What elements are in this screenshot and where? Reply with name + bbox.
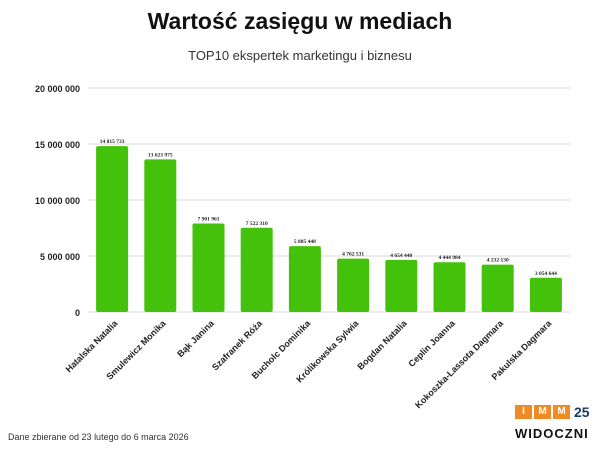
logo-brand: WIDOCZNI [515,426,589,441]
y-tick-label: 5 000 000 [40,252,80,262]
bar [96,146,129,312]
x-tick-label: Bogdan Natalia [355,318,409,372]
footer-note: Dane zbierane od 23 lutego do 6 marca 20… [8,432,189,442]
data-label: 4 762 531 [342,252,364,258]
data-label: 13 623 975 [148,152,173,158]
bar [337,258,370,312]
bar [433,262,466,312]
data-label: 4 232 130 [487,258,509,264]
x-tick-label: Kokoszka-Lassota Dagmara [413,318,506,411]
x-tick-label: Bąk Janina [175,318,216,359]
data-label: 14 815 733 [100,139,125,145]
x-tick-label: Szafranek Róża [210,318,265,373]
logo-years: 25 [574,404,590,420]
chart-subtitle: TOP10 ekspertek marketingu i biznesu [188,48,412,63]
logo-letter: M [534,405,551,419]
y-tick-label: 10 000 000 [35,196,80,206]
logo: I M M 25 WIDOCZNI [515,404,595,441]
bar [529,277,562,312]
data-label: 5 885 448 [294,239,316,245]
x-tick-label: Ceplin Joanna [406,318,457,369]
data-label: 7 522 310 [246,221,268,227]
x-tick-label: Hatalska Natalia [64,318,121,375]
data-label: 4 444 984 [439,255,461,261]
data-label: 4 654 440 [390,253,412,259]
bar [481,264,514,312]
logo-letter: I [515,405,532,419]
bar [144,159,177,312]
logo-letter: M [553,405,570,419]
y-tick-label: 20 000 000 [35,84,80,94]
data-label: 3 054 644 [535,271,557,277]
bar [288,246,321,312]
bar [240,227,273,312]
y-tick-label: 0 [75,308,80,318]
bar [192,223,225,312]
chart-title: Wartość zasięgu w mediach [147,8,453,34]
bar [385,259,418,312]
y-tick-label: 15 000 000 [35,140,80,150]
data-label: 7 901 961 [198,216,220,222]
